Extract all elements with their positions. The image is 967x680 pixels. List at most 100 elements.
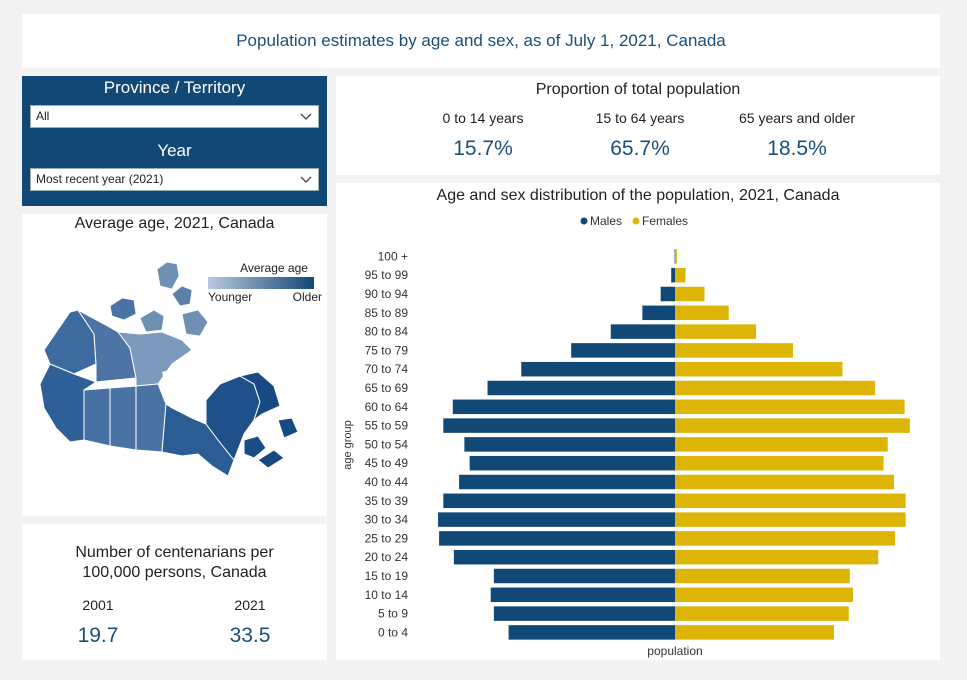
bar-males-12[interactable] (459, 474, 675, 490)
bar-females-1[interactable] (675, 267, 686, 283)
y-tick-label-7: 65 to 69 (365, 381, 409, 395)
y-tick-label-17: 15 to 19 (365, 569, 409, 583)
region-british-columbia[interactable] (39, 363, 98, 443)
y-tick-label-10: 50 to 54 (365, 437, 409, 451)
legend-marker-males (580, 217, 588, 225)
bar-males-7[interactable] (487, 380, 675, 396)
y-tick-label-16: 20 to 24 (365, 550, 409, 564)
average-age-map-panel: Average age, 2021, Canada Average age Yo… (22, 214, 327, 516)
bar-females-15[interactable] (675, 531, 896, 546)
bar-males-16[interactable] (453, 549, 675, 565)
region-nova-scotia[interactable] (257, 449, 285, 469)
bar-females-5[interactable] (675, 343, 793, 358)
bar-females-13[interactable] (675, 493, 906, 509)
y-tick-label-15: 25 to 29 (365, 531, 409, 545)
population-pyramid-chart: Age and sex distribution of the populati… (342, 187, 910, 658)
proportion-label-15-64: 15 to 64 years (595, 110, 685, 126)
centenarians-year-2001: 2001 (82, 597, 114, 613)
bar-males-20[interactable] (508, 625, 675, 640)
proportion-label-65-plus: 65 years and older (739, 110, 855, 126)
bar-males-6[interactable] (521, 361, 675, 377)
legend-label-females: Females (642, 214, 688, 228)
year-select[interactable]: Most recent year (2021) (30, 168, 319, 191)
region-manitoba[interactable] (135, 383, 167, 453)
region-saskatchewan[interactable] (109, 385, 137, 451)
region-nunavut[interactable] (116, 331, 193, 387)
bar-females-2[interactable] (675, 286, 705, 302)
pyramid-legend: Males Females (580, 214, 688, 228)
bar-females-12[interactable] (675, 474, 895, 490)
region-nunavut-islands-3[interactable] (139, 309, 165, 333)
canada-map[interactable]: Average age Younger Older (22, 214, 327, 516)
proportion-value-65-plus: 18.5% (767, 137, 827, 160)
centenarians-year-2021: 2021 (234, 597, 266, 613)
bar-females-17[interactable] (675, 568, 850, 584)
region-baffin-island[interactable] (181, 309, 209, 337)
y-tick-label-9: 55 to 59 (365, 419, 409, 433)
centenarians-value-2001: 19.7 (77, 624, 119, 647)
title-panel: Population estimates by age and sex, as … (22, 14, 940, 68)
y-tick-label-1: 95 to 99 (365, 268, 409, 282)
bar-males-18[interactable] (490, 587, 675, 603)
bar-females-6[interactable] (675, 361, 843, 377)
bar-females-0[interactable] (675, 249, 677, 264)
chevron-down-icon (300, 176, 312, 183)
bar-males-13[interactable] (443, 493, 675, 509)
y-tick-label-11: 45 to 49 (365, 456, 409, 470)
legend-marker-females (632, 217, 640, 225)
bar-females-20[interactable] (675, 625, 835, 640)
bar-females-19[interactable] (675, 606, 849, 621)
bar-males-19[interactable] (493, 606, 675, 621)
bar-males-14[interactable] (438, 512, 675, 527)
pyramid-title: Age and sex distribution of the populati… (437, 187, 840, 204)
legend-label-males: Males (590, 214, 622, 228)
region-newfoundland-island[interactable] (277, 417, 299, 439)
bar-males-9[interactable] (443, 418, 675, 433)
centenarians-title: Number of centenarians per 100,000 perso… (22, 543, 327, 583)
bar-males-3[interactable] (642, 305, 675, 321)
bar-males-4[interactable] (610, 324, 675, 339)
bar-males-8[interactable] (452, 399, 675, 415)
bar-males-2[interactable] (660, 286, 675, 302)
region-nwt-islands[interactable] (109, 297, 137, 321)
centenarians-title-line1: Number of centenarians per (75, 544, 274, 561)
centenarians-value-2021: 33.5 (229, 624, 271, 647)
bar-males-10[interactable] (464, 437, 675, 452)
region-nunavut-islands[interactable] (156, 261, 180, 290)
y-tick-label-19: 5 to 9 (378, 607, 408, 621)
bar-males-11[interactable] (469, 455, 675, 471)
y-tick-label-18: 10 to 14 (365, 588, 409, 602)
region-alberta[interactable] (83, 387, 111, 447)
region-ontario[interactable] (161, 403, 235, 477)
proportion-value-0-14: 15.7% (453, 137, 513, 160)
bar-males-17[interactable] (493, 568, 675, 584)
region-newfoundland-labrador[interactable] (238, 371, 281, 422)
bar-females-7[interactable] (675, 380, 876, 396)
bar-females-4[interactable] (675, 324, 757, 339)
population-pyramid-panel: Age and sex distribution of the populati… (336, 183, 940, 660)
y-tick-label-14: 30 to 34 (365, 513, 409, 527)
bar-females-8[interactable] (675, 399, 905, 415)
bar-males-1[interactable] (671, 267, 675, 283)
map-title: Average age, 2021, Canada (74, 215, 275, 232)
bar-females-9[interactable] (675, 418, 910, 433)
map-legend-high: Older (293, 290, 322, 304)
region-new-brunswick[interactable] (243, 435, 267, 459)
bar-males-15[interactable] (439, 531, 675, 546)
bar-females-18[interactable] (675, 587, 853, 603)
province-select[interactable]: All (30, 105, 319, 128)
proportion-value-15-64: 65.7% (610, 137, 670, 160)
map-legend-low: Younger (208, 290, 252, 304)
bar-males-5[interactable] (571, 343, 675, 358)
dashboard-title: Population estimates by age and sex, as … (236, 31, 726, 50)
bar-females-3[interactable] (675, 305, 729, 321)
bar-females-14[interactable] (675, 512, 906, 527)
y-tick-label-2: 90 to 94 (365, 287, 409, 301)
bar-females-11[interactable] (675, 455, 884, 471)
bar-females-16[interactable] (675, 549, 879, 565)
region-nunavut-islands-2[interactable] (171, 285, 193, 307)
y-tick-label-13: 35 to 39 (365, 494, 409, 508)
bar-females-10[interactable] (675, 437, 888, 452)
centenarians-panel: Number of centenarians per 100,000 perso… (22, 524, 327, 660)
year-select-value: Most recent year (2021) (36, 172, 164, 186)
